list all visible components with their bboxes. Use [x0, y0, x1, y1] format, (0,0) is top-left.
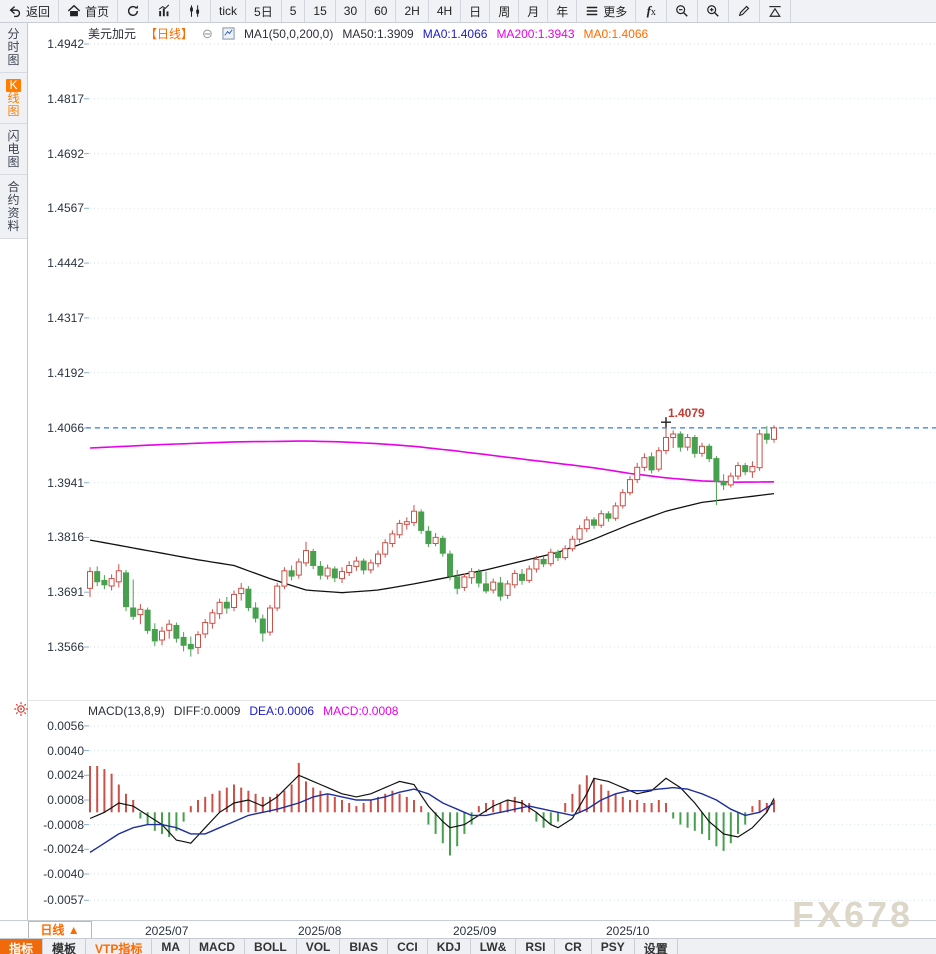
macd-settings-icon[interactable]	[13, 701, 29, 717]
ma0-orange-value: MA0:1.4066	[583, 26, 649, 41]
home-icon	[67, 4, 81, 18]
toolbar-tf-15[interactable]: 15	[305, 0, 336, 22]
toolbar-tf-tick[interactable]: tick	[211, 0, 247, 22]
month-label: 2025/07	[145, 924, 189, 938]
toolbar-label-back: 返回	[26, 4, 51, 19]
toolbar-tf-30[interactable]: 30	[336, 0, 367, 22]
sidebar-item-1[interactable]: 分时图	[0, 22, 27, 73]
toolbar-home[interactable]: 首页	[59, 0, 119, 22]
toolbar-formula[interactable]: fx	[636, 0, 668, 22]
toolbar-label-tf-5: 5	[289, 4, 297, 18]
pencil-icon	[737, 4, 751, 18]
toolbar-tf-5d[interactable]: 5日	[246, 0, 282, 22]
triangle-icon	[768, 4, 782, 18]
toolbar-tf-4h[interactable]: 4H	[429, 0, 462, 22]
toolbar-tf-month[interactable]: 月	[519, 0, 549, 22]
fx-icon: fx	[646, 3, 656, 18]
toolbar-tf-year[interactable]: 年	[548, 0, 578, 22]
tab-6[interactable]: BOLL	[245, 939, 297, 954]
toolbar-refresh[interactable]	[118, 0, 150, 22]
toolbar-label-tf-year: 年	[556, 4, 569, 19]
tab-9[interactable]: CCI	[388, 939, 428, 954]
macd-diff-value: DIFF:0.0009	[173, 704, 241, 718]
tab-14[interactable]: PSY	[592, 939, 635, 954]
indicator-tabbar: 指标 模板 VTP指标 MA MACD BOLL VOL BIAS CCI KDJ LW& RSI CR…	[0, 938, 936, 954]
toolbar-zoom-out[interactable]	[667, 0, 699, 22]
month-label: 2025/10	[606, 924, 650, 938]
period-label: 【日线】	[145, 27, 194, 41]
symbol-name: 美元加元	[88, 27, 137, 41]
ma-panel-icon[interactable]	[222, 27, 235, 40]
sidebar-item-4[interactable]: 合约资料	[0, 175, 27, 239]
toolbar-zoom-in[interactable]	[698, 0, 730, 22]
watermark: FX678	[792, 894, 914, 935]
peak-price-annotation: 1.4079	[668, 406, 705, 420]
toolbar-label-home: 首页	[85, 4, 110, 19]
arrow-back-icon	[8, 4, 22, 18]
sidebar-item-3[interactable]: 闪电图	[0, 124, 27, 175]
toolbar-tf-5[interactable]: 5	[282, 0, 306, 22]
ma-group-label: MA1(50,0,200,0)	[243, 26, 334, 41]
tab-8[interactable]: BIAS	[340, 939, 389, 954]
collapse-icon[interactable]: ⊖	[202, 26, 213, 41]
tab-4[interactable]: MA	[152, 939, 191, 954]
zoom-out-icon	[675, 4, 689, 18]
toolbar-indicator-settings[interactable]	[180, 0, 212, 22]
tab-5[interactable]: MACD	[190, 939, 246, 954]
toolbar-label-tf-5d: 5日	[254, 4, 273, 19]
tab-13[interactable]: CR	[555, 939, 592, 954]
bar-chart-icon	[157, 4, 171, 18]
toolbar-chart-type[interactable]	[149, 0, 181, 22]
ma0-blue-value: MA0:1.4066	[422, 26, 488, 41]
sliders-icon	[188, 4, 202, 18]
toolbar-label-tf-month: 月	[527, 4, 540, 19]
month-label: 2025/09	[453, 924, 497, 938]
tab-10[interactable]: KDJ	[428, 939, 471, 954]
macd-dea-value: DEA:0.0006	[249, 704, 315, 718]
tab-15[interactable]: 设置	[635, 939, 678, 954]
tab-12[interactable]: RSI	[516, 939, 556, 954]
macd-macd-value: MACD:0.0008	[323, 704, 399, 718]
tab-11[interactable]: LW&	[471, 939, 517, 954]
tab-1[interactable]: 指标	[0, 939, 44, 954]
toolbar-label-tf-tick: tick	[219, 4, 238, 18]
toolbar-label-tf-60: 60	[374, 4, 388, 18]
toolbar-tf-day[interactable]: 日	[461, 0, 491, 22]
top-toolbar: 返回 首页 tick 5日 5 15 30 60 2H 4H 日 周 月 年 更多 fx	[0, 0, 936, 23]
toolbar-label-tf-4h: 4H	[436, 4, 453, 18]
tab-3[interactable]: VTP指标	[86, 939, 153, 954]
tab-2[interactable]: 模板	[43, 939, 87, 954]
macd-legend: MACD(13,8,9) DIFF:0.0009 DEA:0.0006 MACD…	[88, 704, 398, 718]
toolbar-tf-60[interactable]: 60	[366, 0, 397, 22]
time-axis-row	[0, 920, 936, 939]
toolbar-tf-week[interactable]: 周	[490, 0, 520, 22]
toolbar-shapes[interactable]	[760, 0, 792, 22]
toolbar-tf-2h[interactable]: 2H	[396, 0, 429, 22]
timeframe-selector[interactable]: 日线 ▲	[28, 921, 92, 940]
refresh-icon	[126, 4, 140, 18]
tab-7[interactable]: VOL	[297, 939, 341, 954]
menu-icon	[585, 4, 599, 18]
toolbar-label-more: 更多	[603, 4, 628, 19]
toolbar-label-tf-30: 30	[343, 4, 358, 18]
toolbar-label-tf-15: 15	[313, 4, 327, 18]
toolbar-back[interactable]: 返回	[0, 0, 60, 22]
toolbar-label-tf-day: 日	[469, 4, 482, 19]
macd-title: MACD(13,8,9)	[88, 704, 165, 718]
toolbar-more[interactable]: 更多	[577, 0, 637, 22]
zoom-in-icon	[706, 4, 720, 18]
price-legend: 美元加元 【日线】 ⊖ MA1(50,0,200,0) MA50:1.3909 …	[88, 25, 648, 42]
toolbar-label-tf-week: 周	[498, 4, 511, 19]
toolbar-label-tf-2h: 2H	[404, 4, 420, 18]
month-label: 2025/08	[298, 924, 342, 938]
ma50-value: MA50:1.3909	[342, 26, 414, 41]
ma200-value: MA200:1.3943	[496, 26, 575, 41]
toolbar-draw[interactable]	[729, 0, 761, 22]
